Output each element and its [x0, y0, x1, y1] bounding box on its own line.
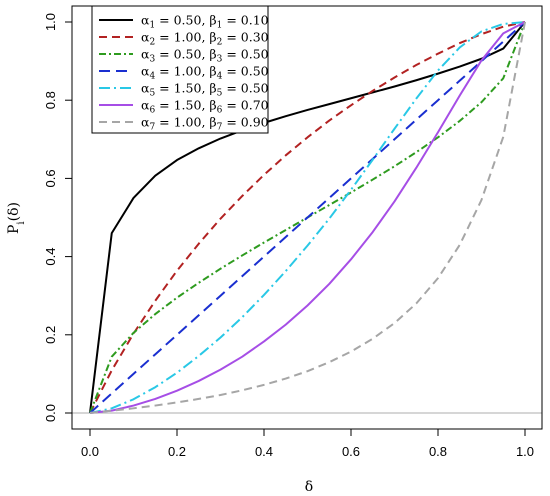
y-tick-label: 1.0: [43, 13, 58, 31]
y-tick-label: 0.6: [43, 169, 58, 187]
y-axis: 0.0 0.2 0.4 0.6 0.8 1.0: [43, 13, 73, 422]
y-tick-label: 0.4: [43, 248, 58, 266]
y-tick-label: 0.0: [43, 404, 58, 422]
series-line-1: [89, 21, 526, 414]
y-axis-label: Pi(δ): [6, 202, 27, 234]
series-line-4: [89, 21, 526, 414]
legend-entry-5: α5 = 1.50, β5 = 0.50: [141, 81, 269, 99]
x-axis: 0.0 0.2 0.4 0.6 0.8 1.0: [81, 428, 534, 459]
legend-entry-7: α7 = 1.00, β7 = 0.90: [141, 115, 269, 133]
x-axis-label: δ: [305, 479, 313, 495]
x-tick-label: 1.0: [516, 444, 534, 459]
series-line-6: [89, 21, 526, 414]
x-tick-label: 0.2: [168, 444, 186, 459]
y-tick-label: 0.8: [43, 91, 58, 109]
series-line-7: [89, 21, 526, 414]
legend-box: [91, 5, 269, 134]
legend-entry-2: α2 = 1.00, β2 = 0.30: [141, 30, 269, 48]
x-tick-label: 0.8: [429, 444, 447, 459]
series-line-2: [89, 21, 526, 414]
legend-entry-1: α1 = 0.50, β1 = 0.10: [141, 13, 269, 31]
x-tick-label: 0.4: [255, 444, 273, 459]
series-line-5: [89, 21, 526, 414]
legend-entry-3: α3 = 0.50, β3 = 0.50: [141, 47, 269, 65]
y-tick-label: 0.2: [43, 326, 58, 344]
legend-entry-4: α4 = 1.00, β4 = 0.50: [141, 64, 269, 82]
series-layer: [89, 21, 526, 414]
legend-entry-6: α6 = 1.50, β6 = 0.70: [141, 98, 269, 116]
x-tick-label: 0.6: [342, 444, 360, 459]
x-tick-label: 0.0: [81, 444, 99, 459]
